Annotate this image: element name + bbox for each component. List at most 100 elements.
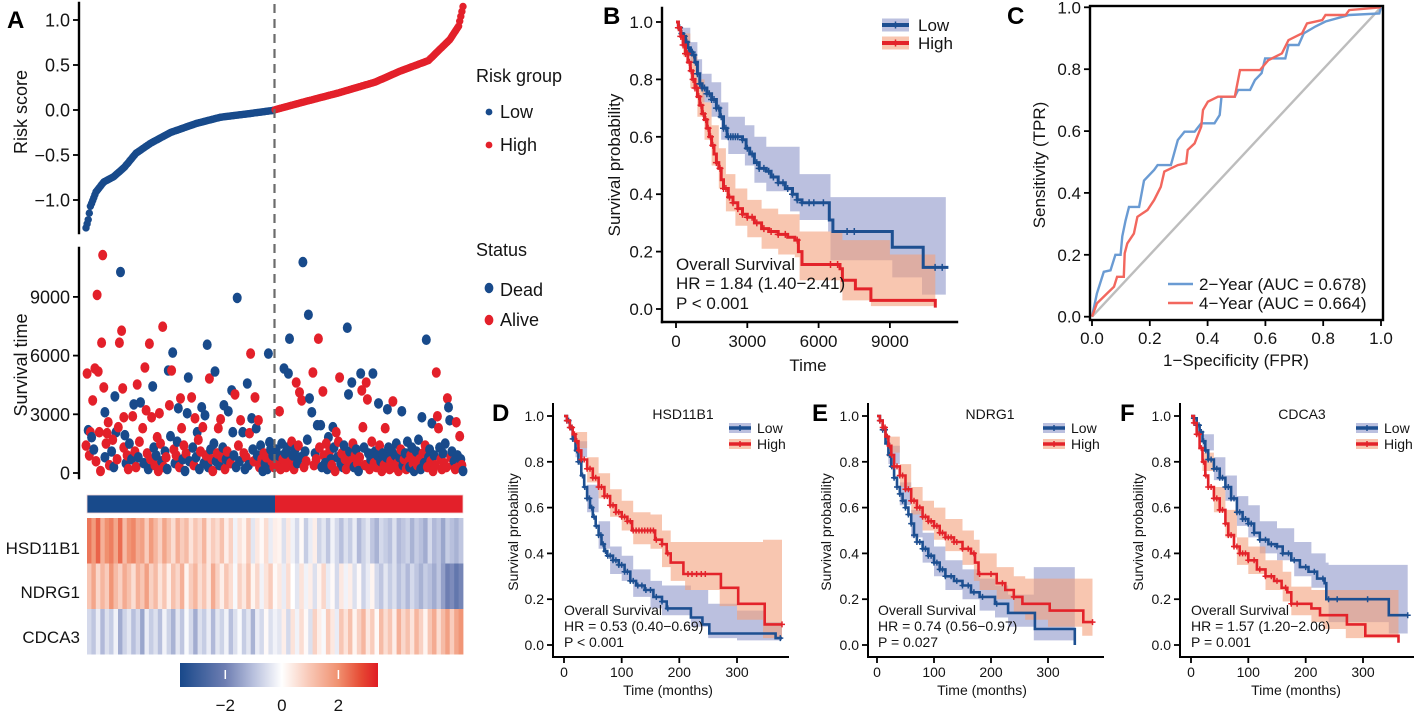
x-tick-label: 0 [671,332,680,351]
heatmap-cell [352,609,358,655]
x-tick-label: 300 [725,664,749,680]
heatmap-cell [312,609,318,655]
heatmap-cell [188,609,194,655]
km-ndrg1-annotation-hr: HR = 0.74 (0.56−0.97) [878,618,1017,634]
heatmap-cell [370,563,375,609]
heatmap-cell [122,609,128,655]
heatmap-cell [330,518,336,564]
heatmap-cell [215,609,221,655]
heatmap-cell [348,518,353,564]
censor-mark [692,58,699,66]
legend-key-high [1356,439,1378,449]
heatmap-cell [148,563,154,609]
heatmap-cell [193,609,198,655]
censor-mark [882,424,888,431]
heatmap-cell [383,518,389,564]
patient-point-alive [380,422,390,434]
heatmap-cell [361,518,367,564]
colorbar-gradient [180,663,378,687]
censor-mark [1248,520,1255,527]
patient-point-dead [438,448,448,459]
heatmap-cell [219,563,225,609]
heatmap-cell [396,518,402,564]
censor-mark [1294,600,1301,607]
censor-mark [587,465,593,472]
patient-point-dead [342,322,352,334]
censor-mark [916,504,923,511]
patient-point-alive [318,386,328,397]
patient-point-alive [98,249,108,261]
censor-mark [630,577,637,584]
heatmap-cell [140,518,145,564]
km-cdca3-legend-high: High [1384,436,1413,452]
heatmap-cell [263,609,269,655]
heatmap-cell [131,518,136,564]
heatmap-cell [144,609,150,655]
heatmap-cell [109,518,114,564]
patient-point-alive [295,387,304,398]
heatmap-cell [379,609,384,655]
heatmap-row-label-hsd11b1: HSD11B1 [6,539,80,558]
patient-point-dead [368,368,378,379]
heatmap-cell [135,609,141,655]
censor-mark [1202,447,1209,454]
censor-mark [779,179,787,187]
patient-point-alive [198,421,208,433]
patient-point-alive [144,338,154,350]
km-overall-annotation-title: Overall Survival [676,255,795,274]
censor-mark [1233,543,1240,550]
heatmap-cell [131,609,136,655]
patient-point-alive [301,456,311,467]
km-overall-legend-low: Low [918,16,950,35]
ci-bands [877,416,1093,641]
censor-mark [965,545,972,552]
censor-mark [602,548,609,555]
y-tick-label: 0.4 [840,545,860,561]
patient-point-dead [202,339,212,351]
heatmap-cell [122,563,128,609]
heatmap-cell [317,518,322,564]
km-overall-annotation-hr: HR = 1.84 (1.40−2.41) [676,274,845,293]
legend-label-dead: Dead [500,280,543,300]
censor-mark [659,541,665,548]
panel-label-a: A [7,7,24,34]
censor-mark [1319,575,1326,582]
heatmap-cell [215,518,221,564]
km-cdca3-legend-low: Low [1384,420,1411,436]
censor-mark [938,263,946,271]
patient-point-alive [355,452,365,463]
panel-b: B 0.0 0.2 0.4 0.6 0.8 1.0 0 3000 6000 9000 Surviv… [603,3,959,375]
roc-plot-frame [1088,4,1385,322]
heatmap-cell [175,563,181,609]
censor-mark [1311,568,1318,575]
censor-mark [819,199,827,207]
colorbar-tick-label: 2 [334,696,343,712]
heatmap-cell [339,563,344,609]
x-tick-label: 6000 [800,332,838,351]
heatmap-cell [233,609,238,655]
km-overall-legend-high: High [918,34,953,53]
heatmap-cell [343,609,349,655]
heatmap-cell [317,563,322,609]
heatmap-cell [361,609,367,655]
censor-mark [586,495,593,502]
km-ndrg1-x-label: Time (months) [937,682,1027,698]
legend-dot-alive-icon [484,314,494,326]
censor-mark [1364,596,1371,603]
km-plot-overall: 0.0 0.2 0.4 0.6 0.8 1.0 0 3000 6000 9000 [629,6,959,351]
ci-band-high [564,416,782,639]
heatmap-cell [387,518,393,564]
km-ndrg1-title: NDRG1 [965,406,1014,422]
censor-mark [953,577,960,584]
patient-point-dead [116,266,125,278]
patient-point-dead [182,408,192,419]
x-tick-label: 200 [668,664,692,680]
heatmap-cell [255,563,260,609]
censor-mark [753,159,761,167]
panel-a: A 1.0 0.5 0.0 −0.5 −1.0 Risk score 0 3000 6000… [6,1,562,712]
patient-point-dead [162,463,172,475]
patient-point-dead [347,377,357,388]
censor-mark [948,534,955,541]
heatmap-cell [321,563,327,609]
